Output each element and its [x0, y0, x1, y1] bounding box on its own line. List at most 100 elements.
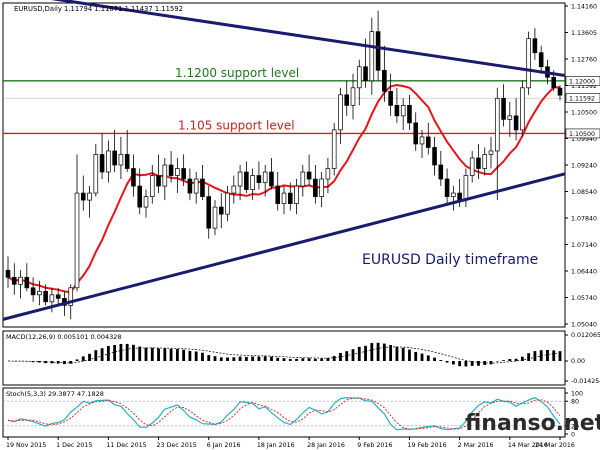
candle [200, 165, 205, 201]
candle [93, 143, 99, 197]
price-tick-label: 1.05040 [571, 322, 597, 329]
candle [43, 284, 48, 306]
candle [488, 136, 494, 169]
candle-body-bear [275, 185, 281, 204]
candle-body-bull [18, 276, 23, 285]
candle [375, 10, 381, 81]
macd-tick-label: -0.014254 [571, 378, 600, 385]
candle-body-bull [294, 185, 299, 204]
x-tick-label: 6 Jan 2016 [207, 442, 241, 449]
candle [193, 172, 199, 204]
candle-body-bull [193, 178, 199, 194]
candle [413, 112, 419, 151]
candle-body-bear [269, 171, 274, 187]
candle-body-bear [168, 164, 174, 176]
stoch-tick-label: 0 [571, 432, 575, 439]
price-tick-label: 1.07140 [571, 242, 597, 249]
candle [131, 154, 136, 197]
macd-tick-label: 0.00 [571, 358, 585, 365]
candle [557, 85, 563, 101]
price-tick-label: 1.12760 [571, 57, 597, 64]
candle [382, 45, 387, 102]
candle-body-bear [532, 38, 538, 54]
macd-signal-line [7, 346, 561, 364]
stoch-d-line [7, 397, 561, 430]
candle-body-bear [43, 290, 48, 303]
candle-body-bull [300, 171, 306, 187]
trendline [2, 172, 566, 321]
candle-body-bull [463, 175, 469, 201]
candle [156, 154, 161, 194]
candle [494, 87, 500, 201]
candle-body-bull [68, 287, 74, 306]
candle-body-bull [469, 157, 475, 176]
candle [482, 147, 488, 176]
candle-body-bear [5, 269, 11, 278]
candle-body-bull [520, 87, 525, 131]
candle [225, 186, 230, 222]
x-tick-label: 11 Dec 2015 [106, 442, 146, 449]
candle-body-bear [425, 136, 431, 148]
candle-body-bull [74, 192, 80, 289]
x-tick-label: 23 Dec 2015 [157, 442, 197, 449]
support-level-label: 1.1200 support level [175, 66, 299, 80]
candle-body-bear [256, 175, 262, 183]
price-tick-label: 1.10500 [571, 110, 597, 117]
candle [388, 73, 393, 116]
candle-body-bear [513, 115, 519, 131]
candle [451, 186, 456, 211]
candle-body-bear [206, 196, 212, 229]
candle [24, 263, 30, 292]
candle [407, 94, 412, 130]
candle-body-bull [106, 150, 111, 173]
candle-body-bear [55, 294, 61, 299]
candle [262, 165, 268, 197]
candle [74, 154, 80, 292]
candle-body-bull [526, 38, 531, 89]
candle-body-bull [488, 150, 494, 155]
candle-body-bear [551, 76, 557, 89]
candle [520, 80, 525, 137]
candle [319, 172, 324, 208]
candle-body-bull [143, 196, 149, 208]
candle [469, 150, 475, 183]
x-tick-label: 2 Mar 2016 [458, 442, 494, 449]
candle-body-bear [407, 105, 412, 124]
candle [350, 73, 356, 120]
candle-body-bear [313, 178, 318, 197]
price-tick-label: 1.11592 [571, 83, 597, 90]
candle [513, 98, 519, 141]
candle [344, 80, 350, 116]
timeframe-annotation: EURUSD Daily timeframe [362, 252, 538, 268]
candle-body-bull [162, 164, 168, 187]
candle [538, 45, 544, 74]
candle-body-bull [482, 154, 488, 169]
candle-body-bull [494, 97, 500, 152]
candle-body-bear [99, 154, 105, 173]
candle [18, 270, 23, 299]
candle-body-bull [237, 171, 243, 187]
candle-body-bull [212, 206, 218, 229]
support-level-label: 1.105 support level [178, 118, 295, 132]
candle [532, 28, 538, 60]
candle-body-bull [331, 129, 337, 169]
candle-body-bear [388, 90, 393, 106]
candle [55, 287, 61, 306]
candle [212, 200, 218, 236]
candle [206, 186, 212, 239]
candle-body-bear [438, 164, 444, 180]
candle-body-bear [24, 276, 30, 289]
candle-body-bull [369, 31, 375, 82]
x-axis: 19 Nov 2015 1 Dec 2015 11 Dec 2015 23 Dec 2… [6, 437, 575, 449]
candle-body-bull [419, 136, 425, 145]
candle-body-bear [112, 150, 117, 166]
candle-body-bull [93, 154, 99, 194]
candle-body-bear [432, 147, 437, 166]
candle [338, 87, 343, 144]
candle-body-bull [507, 115, 513, 120]
candle [325, 157, 331, 194]
x-tick-label: 28 Jan 2016 [307, 442, 345, 449]
candle [106, 140, 111, 183]
candle [99, 133, 105, 180]
